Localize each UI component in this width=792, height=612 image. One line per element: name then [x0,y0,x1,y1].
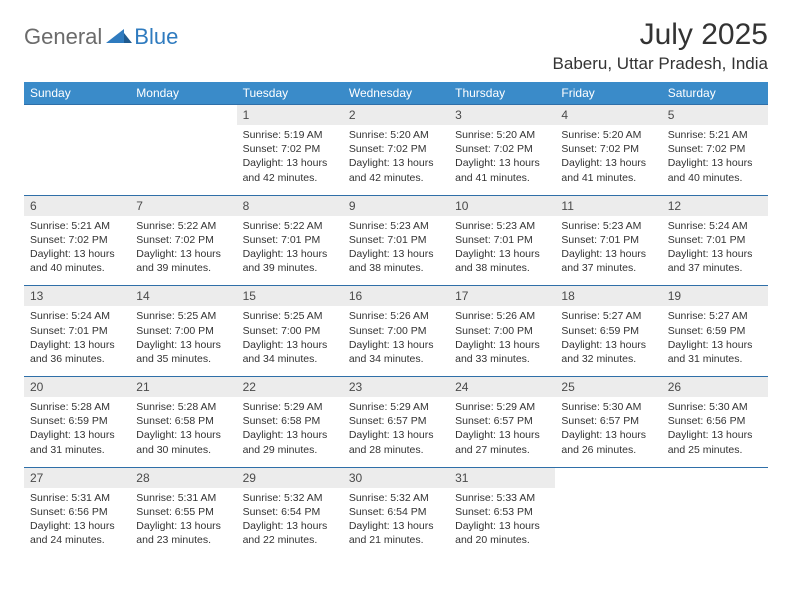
day-number-cell: 28 [130,467,236,488]
day-detail-cell: Sunrise: 5:32 AMSunset: 6:54 PMDaylight:… [237,488,343,558]
day-detail-cell [555,488,661,558]
month-title: July 2025 [553,18,768,52]
day-number-cell: 21 [130,377,236,398]
day-number-cell [555,467,661,488]
logo-text-general: General [24,24,102,50]
day-detail-cell: Sunrise: 5:25 AMSunset: 7:00 PMDaylight:… [237,306,343,376]
day-number-cell: 16 [343,286,449,307]
day-detail-cell: Sunrise: 5:24 AMSunset: 7:01 PMDaylight:… [662,216,768,286]
day-detail-cell: Sunrise: 5:21 AMSunset: 7:02 PMDaylight:… [662,125,768,195]
day-detail-cell: Sunrise: 5:23 AMSunset: 7:01 PMDaylight:… [555,216,661,286]
day-number-cell [24,105,130,126]
day-number-cell: 9 [343,195,449,216]
day-number-cell: 25 [555,377,661,398]
day-number-row: 13141516171819 [24,286,768,307]
day-number-cell: 12 [662,195,768,216]
day-detail-cell: Sunrise: 5:19 AMSunset: 7:02 PMDaylight:… [237,125,343,195]
day-detail-cell: Sunrise: 5:22 AMSunset: 7:01 PMDaylight:… [237,216,343,286]
day-detail-cell: Sunrise: 5:21 AMSunset: 7:02 PMDaylight:… [24,216,130,286]
day-number-cell: 22 [237,377,343,398]
day-number-cell: 15 [237,286,343,307]
day-detail-cell [24,125,130,195]
day-detail-cell: Sunrise: 5:20 AMSunset: 7:02 PMDaylight:… [555,125,661,195]
day-number-cell: 14 [130,286,236,307]
day-number-cell: 4 [555,105,661,126]
day-detail-row: Sunrise: 5:28 AMSunset: 6:59 PMDaylight:… [24,397,768,467]
day-number-cell: 20 [24,377,130,398]
logo: General Blue [24,24,178,50]
day-detail-cell: Sunrise: 5:32 AMSunset: 6:54 PMDaylight:… [343,488,449,558]
day-number-cell: 7 [130,195,236,216]
day-detail-cell: Sunrise: 5:30 AMSunset: 6:57 PMDaylight:… [555,397,661,467]
day-detail-cell: Sunrise: 5:28 AMSunset: 6:58 PMDaylight:… [130,397,236,467]
day-header: Thursday [449,82,555,105]
logo-text-blue: Blue [134,24,178,50]
day-detail-cell: Sunrise: 5:26 AMSunset: 7:00 PMDaylight:… [343,306,449,376]
day-number-cell: 10 [449,195,555,216]
day-number-cell: 24 [449,377,555,398]
day-detail-cell: Sunrise: 5:29 AMSunset: 6:57 PMDaylight:… [449,397,555,467]
day-detail-cell: Sunrise: 5:23 AMSunset: 7:01 PMDaylight:… [449,216,555,286]
day-detail-cell [130,125,236,195]
day-detail-row: Sunrise: 5:24 AMSunset: 7:01 PMDaylight:… [24,306,768,376]
logo-triangle-icon [106,27,132,45]
day-detail-cell: Sunrise: 5:33 AMSunset: 6:53 PMDaylight:… [449,488,555,558]
day-header: Wednesday [343,82,449,105]
day-number-row: 20212223242526 [24,377,768,398]
day-detail-cell: Sunrise: 5:25 AMSunset: 7:00 PMDaylight:… [130,306,236,376]
day-detail-row: Sunrise: 5:19 AMSunset: 7:02 PMDaylight:… [24,125,768,195]
day-detail-row: Sunrise: 5:31 AMSunset: 6:56 PMDaylight:… [24,488,768,558]
day-detail-cell: Sunrise: 5:31 AMSunset: 6:56 PMDaylight:… [24,488,130,558]
day-detail-cell: Sunrise: 5:31 AMSunset: 6:55 PMDaylight:… [130,488,236,558]
day-detail-cell: Sunrise: 5:22 AMSunset: 7:02 PMDaylight:… [130,216,236,286]
header: General Blue July 2025 Baberu, Uttar Pra… [24,18,768,74]
day-number-cell: 8 [237,195,343,216]
day-number-cell: 30 [343,467,449,488]
day-header: Tuesday [237,82,343,105]
day-detail-cell: Sunrise: 5:26 AMSunset: 7:00 PMDaylight:… [449,306,555,376]
day-number-cell: 18 [555,286,661,307]
day-header: Saturday [662,82,768,105]
day-number-cell: 26 [662,377,768,398]
calendar-table: SundayMondayTuesdayWednesdayThursdayFrid… [24,82,768,557]
title-block: July 2025 Baberu, Uttar Pradesh, India [553,18,768,74]
day-number-cell: 3 [449,105,555,126]
day-detail-cell: Sunrise: 5:29 AMSunset: 6:58 PMDaylight:… [237,397,343,467]
day-detail-cell: Sunrise: 5:24 AMSunset: 7:01 PMDaylight:… [24,306,130,376]
day-header: Monday [130,82,236,105]
day-detail-cell: Sunrise: 5:23 AMSunset: 7:01 PMDaylight:… [343,216,449,286]
day-number-cell: 27 [24,467,130,488]
day-detail-cell: Sunrise: 5:20 AMSunset: 7:02 PMDaylight:… [343,125,449,195]
day-detail-cell: Sunrise: 5:27 AMSunset: 6:59 PMDaylight:… [555,306,661,376]
day-number-cell: 23 [343,377,449,398]
day-detail-row: Sunrise: 5:21 AMSunset: 7:02 PMDaylight:… [24,216,768,286]
day-number-cell: 11 [555,195,661,216]
day-number-cell: 5 [662,105,768,126]
day-detail-cell: Sunrise: 5:30 AMSunset: 6:56 PMDaylight:… [662,397,768,467]
day-detail-cell: Sunrise: 5:28 AMSunset: 6:59 PMDaylight:… [24,397,130,467]
day-number-cell: 13 [24,286,130,307]
day-header: Sunday [24,82,130,105]
day-number-row: 2728293031 [24,467,768,488]
day-detail-cell [662,488,768,558]
day-number-row: 12345 [24,105,768,126]
day-number-cell: 19 [662,286,768,307]
day-number-cell: 29 [237,467,343,488]
day-number-row: 6789101112 [24,195,768,216]
day-number-cell: 1 [237,105,343,126]
day-header: Friday [555,82,661,105]
day-number-cell [662,467,768,488]
day-detail-cell: Sunrise: 5:27 AMSunset: 6:59 PMDaylight:… [662,306,768,376]
day-number-cell: 31 [449,467,555,488]
day-detail-cell: Sunrise: 5:20 AMSunset: 7:02 PMDaylight:… [449,125,555,195]
day-number-cell: 6 [24,195,130,216]
day-header-row: SundayMondayTuesdayWednesdayThursdayFrid… [24,82,768,105]
day-detail-cell: Sunrise: 5:29 AMSunset: 6:57 PMDaylight:… [343,397,449,467]
location: Baberu, Uttar Pradesh, India [553,54,768,74]
day-number-cell: 2 [343,105,449,126]
day-number-cell: 17 [449,286,555,307]
day-number-cell [130,105,236,126]
